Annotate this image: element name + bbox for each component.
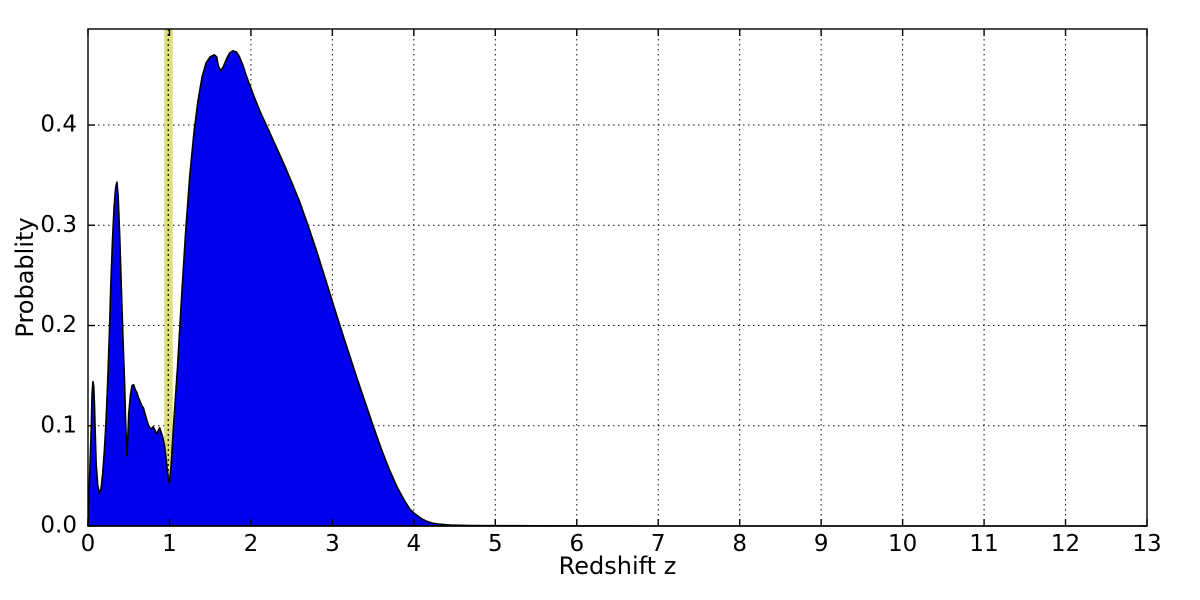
- x-tick-label: 8: [732, 531, 747, 557]
- x-tick-label: 0: [81, 531, 96, 557]
- y-tick-label: 0.1: [40, 412, 77, 438]
- y-axis-title: Probablity: [11, 217, 39, 337]
- y-tick-label: 0.3: [40, 212, 77, 238]
- x-tick-label: 13: [1132, 531, 1161, 557]
- y-tick-label: 0.0: [40, 513, 77, 539]
- x-tick-label: 1: [162, 531, 177, 557]
- x-tick-label: 5: [488, 531, 503, 557]
- x-tick-label: 3: [325, 531, 340, 557]
- y-tick-label: 0.2: [40, 312, 77, 338]
- plot-frame: [87, 28, 1148, 527]
- spectroscopic-redshift-marker: [164, 29, 173, 526]
- y-tick-label: 0.4: [40, 112, 77, 138]
- x-axis-title: Redshift z: [559, 552, 677, 580]
- x-tick-label: 9: [814, 531, 829, 557]
- axis-ticks: [87, 29, 1148, 527]
- x-tick-label: 6: [569, 531, 584, 557]
- x-tick-label: 11: [969, 531, 998, 557]
- x-tick-label: 7: [651, 531, 666, 557]
- x-tick-label: 4: [407, 531, 422, 557]
- x-tick-label: 12: [1051, 531, 1080, 557]
- y-axis-tick-labels: 0.0 0.1 0.2 0.3 0.4: [40, 112, 77, 539]
- x-axis-tick-labels: 0 1 2 3 4 5 6 7 8 9 10 11 12 13: [81, 531, 1162, 557]
- probability-distribution-area: [87, 50, 1148, 527]
- x-tick-label: 2: [244, 531, 259, 557]
- x-tick-label: 10: [888, 531, 917, 557]
